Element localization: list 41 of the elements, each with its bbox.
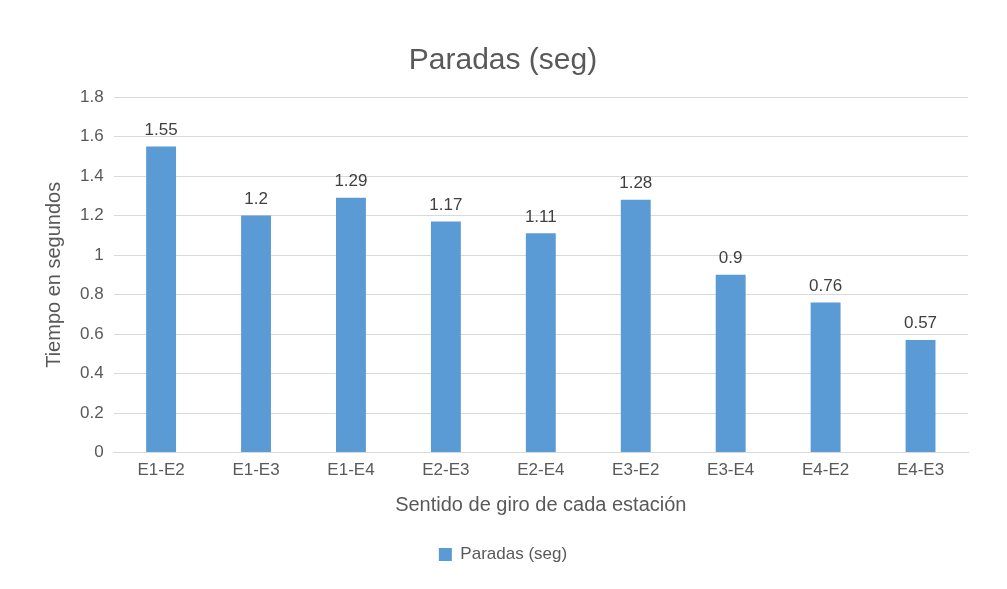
- bar: [715, 274, 746, 453]
- bar: [905, 339, 936, 453]
- x-tick-label: E1-E2: [137, 460, 185, 480]
- y-tick-label: 0.6: [79, 323, 104, 343]
- bar: [146, 146, 177, 453]
- legend-label: Paradas (seg): [460, 544, 568, 564]
- y-tick-label: 1: [94, 244, 104, 264]
- x-tick-label: E3-E2: [612, 460, 660, 480]
- bar: [620, 199, 651, 453]
- bar: [810, 302, 841, 453]
- x-tick-label: E4-E3: [896, 460, 945, 480]
- x-axis-title: Sentido de giro de cada estación: [395, 492, 687, 515]
- chart-title: Paradas (seg): [408, 42, 598, 76]
- y-tick-label: 0: [94, 442, 104, 462]
- data-label: 1.28: [619, 172, 653, 192]
- x-tick-label: E2-E4: [517, 460, 565, 480]
- data-label: 1.11: [524, 206, 557, 226]
- y-tick-label: 0.4: [79, 363, 104, 383]
- data-label: 0.57: [903, 313, 938, 333]
- y-tick-label: 1.8: [79, 86, 104, 106]
- y-axis-title: Tiempo en segundos: [41, 181, 64, 368]
- y-tick-label: 1.2: [79, 205, 104, 225]
- y-tick-label: 0.8: [79, 284, 104, 304]
- x-tick-label: E1-E4: [327, 460, 375, 480]
- bar: [430, 221, 461, 453]
- bar: [336, 197, 366, 453]
- bar: [525, 233, 556, 453]
- x-tick-label: E4-E2: [801, 460, 850, 480]
- bar: [241, 215, 271, 453]
- data-label: 0.9: [718, 247, 743, 267]
- x-tick-label: E2-E3: [422, 460, 470, 480]
- x-tick-label: E3-E4: [707, 460, 755, 480]
- y-tick-label: 1.4: [79, 165, 104, 185]
- y-tick-label: 1.6: [79, 126, 104, 146]
- y-tick-label: 0.2: [79, 402, 104, 422]
- data-label: 1.29: [334, 170, 368, 190]
- data-label: 1.17: [429, 194, 463, 214]
- data-label: 1.2: [244, 188, 268, 208]
- data-label: 0.76: [809, 275, 843, 295]
- data-label: 1.55: [144, 119, 178, 139]
- x-tick-label: E1-E3: [232, 460, 280, 480]
